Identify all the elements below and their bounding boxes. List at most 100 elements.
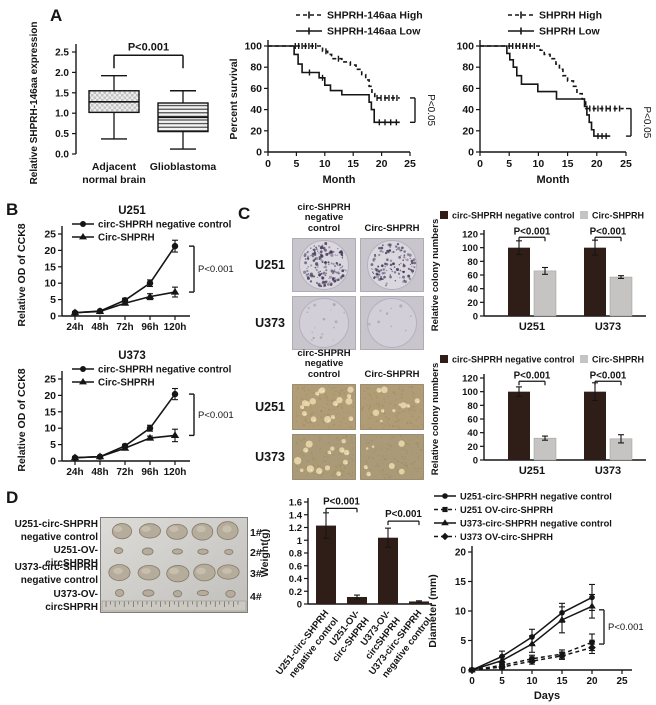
crystal-violet-dish-image: [360, 296, 424, 350]
tumor: [115, 588, 125, 597]
y-axis-label: Relative SHPRH-146aa expression: [29, 22, 40, 185]
chart-title: U373: [118, 350, 146, 362]
triangle-marker: [588, 602, 596, 609]
x-tick-label: 15: [556, 676, 568, 687]
y-tick-label: 5: [460, 636, 466, 647]
y-tick-label: 10: [44, 278, 56, 290]
x-tick-label: 5: [293, 158, 299, 170]
p-value: P<0.001: [590, 226, 627, 237]
triangle-marker: [120, 299, 130, 306]
colony-dish-image: [290, 294, 358, 352]
tumor: [197, 548, 209, 555]
row-label-u373: U373: [255, 316, 285, 330]
y-tick-label: 1.0: [55, 109, 69, 120]
legend-label: Circ-SHPRH: [592, 211, 644, 221]
y-tick-label: 25: [44, 229, 56, 241]
y-tick-label: 0.5: [55, 129, 69, 140]
tumor-diameter-line-chart: U251-circ-SHPRH negative control U251 OV-…: [426, 486, 656, 705]
y-tick-label: 2.0: [55, 68, 69, 79]
colony-bar-chart-bottom: circ-SHPRH negative control Circ-SHPRH 0 20…: [428, 348, 656, 490]
p-value: P<0.001: [514, 370, 551, 381]
triangle-marker: [170, 431, 180, 438]
y-axis-label: Relative OD of CCK8: [16, 368, 28, 471]
category-label: Glioblastoma: [150, 161, 217, 173]
legend-label: Circ-SHPRH: [98, 233, 155, 244]
x-tick-label: 20: [376, 158, 388, 170]
y-tick-label: 15: [44, 406, 56, 418]
panel-d-label: D: [6, 488, 19, 507]
circle-marker: [442, 493, 448, 499]
y-axis-label: Relative colony numbers: [430, 363, 441, 475]
p-value: P<0.001: [198, 264, 234, 275]
x-tick-label: 120h: [164, 322, 187, 333]
y-tick-label: 10: [44, 423, 56, 435]
cck8-line-chart-u251: U251 0 5 10 15 20 25 24h 48h 72h 96h 120h Relative O…: [12, 202, 242, 344]
legend-label: U373-circ-SHPRH negative control: [460, 519, 612, 529]
x-axis-label: Month: [323, 174, 356, 186]
x-tick-label: 0: [265, 158, 271, 170]
tumor: [166, 565, 190, 583]
y-tick-label: 80: [467, 257, 478, 268]
p-value: P<0.05: [641, 106, 652, 138]
tumor-row-label-4: U373-OV-circSHPRH: [45, 589, 98, 613]
triangle-marker: [145, 292, 155, 300]
x-tick-label: 0: [477, 158, 483, 170]
panel-a-label: A: [50, 6, 63, 25]
row-label-u251: U251: [255, 258, 285, 272]
circle-marker: [171, 242, 179, 250]
y-tick-label: 0.8: [289, 549, 302, 560]
triangle-marker: [170, 287, 180, 295]
legend-label: U251-circ-SHPRH negative control: [460, 492, 612, 502]
triangle-marker: [95, 307, 105, 314]
category-label: U251: [519, 321, 545, 333]
km-curve-shprh146aa: 0 20 40 60 80 100 0 5 10 15 20 25 Month Percent survi…: [226, 2, 440, 198]
row-label-u373: U373: [255, 450, 285, 464]
panel-b-label: B: [6, 200, 19, 219]
y-tick-label: 120: [462, 374, 478, 385]
y-tick-label: 40: [467, 284, 478, 295]
y-tick-label: 2.5: [55, 48, 69, 59]
y-tick-label: 1: [297, 536, 303, 547]
x-tick-label: 15: [347, 158, 359, 170]
y-axis-label: Percent survival: [228, 58, 240, 139]
weight-bar: [409, 601, 429, 604]
x-tick-label: 15: [562, 158, 574, 170]
y-tick-label: 0: [460, 666, 466, 677]
x-tick-label: 20: [591, 158, 603, 170]
soft-agar-image: [358, 382, 426, 432]
weight-bar: [347, 596, 367, 604]
y-tick-label: 60: [462, 83, 474, 95]
legend-label: SHPRH High: [539, 10, 602, 22]
y-tick-label: 10: [455, 607, 467, 618]
legend-label: circ-SHPRH negative control: [452, 355, 575, 365]
colony-bar-chart-top: circ-SHPRH negative control Circ-SHPRH 0 20…: [428, 204, 656, 346]
legend-label: U373 OV-circ-SHPRH: [460, 532, 553, 542]
weight-bar: [316, 525, 336, 604]
tumor-row-tag-1: 1#: [250, 527, 262, 539]
chart-title: U251: [118, 205, 146, 217]
legend-label: circ-SHPRH negative control: [452, 211, 575, 221]
y-tick-label: 60: [467, 271, 478, 282]
tumor: [166, 523, 188, 540]
y-tick-label: 5: [50, 439, 56, 451]
column-header-circ-shprh: Circ-SHPRH: [364, 222, 420, 234]
y-tick-label: 1.5: [55, 88, 69, 99]
y-tick-label: 100: [244, 41, 262, 53]
groupbar-svg: circ-SHPRH negative control Circ-SHPRH 0 20…: [430, 211, 646, 333]
x-tick-label: 10: [533, 158, 545, 170]
crystal-violet-dish-image: [360, 238, 424, 292]
y-tick-label: 120: [462, 230, 478, 241]
tumor-row-tag-4: 4#: [250, 591, 262, 603]
y-tick-label: 1.6: [289, 498, 302, 509]
triangle-marker: [498, 656, 506, 663]
y-axis-label: Diameter (mm): [427, 574, 439, 648]
excised-tumors-photo: [100, 517, 248, 613]
x-tick-label: 20: [586, 676, 598, 687]
y-tick-label: 5: [50, 294, 56, 306]
legend-label: U251 OV-circ-SHPRH: [460, 505, 553, 515]
triangle-marker: [95, 452, 105, 460]
category-label: normal brain: [82, 174, 146, 186]
x-tick-label: 96h: [141, 322, 158, 333]
y-tick-label: 40: [462, 104, 474, 116]
legend-swatch: [580, 211, 588, 219]
